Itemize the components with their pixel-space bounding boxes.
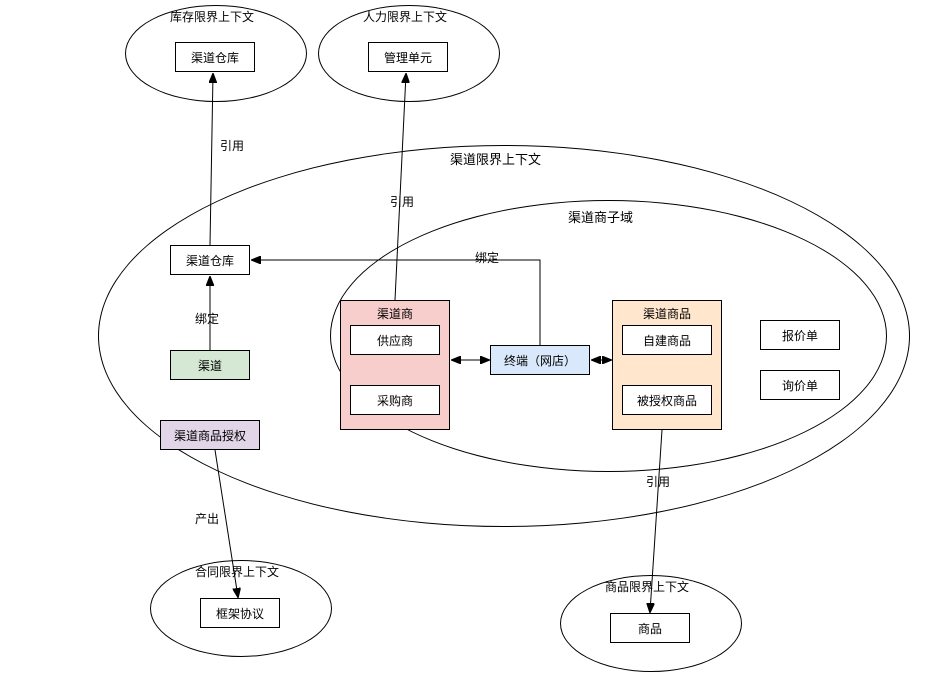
inventory-context-label: 库存限界上下文 [170, 8, 254, 25]
subdomain-label: 渠道商子域 [568, 207, 633, 226]
product-node: 商品 [610, 613, 690, 643]
dealer-group-label: 渠道商 [377, 305, 413, 322]
edge-label-ref2: 引用 [390, 193, 414, 210]
auth-goods-node: 被授权商品 [622, 385, 712, 415]
channel-warehouse-node: 渠道仓库 [170, 245, 250, 275]
buyer-node: 采购商 [350, 385, 440, 415]
self-goods-node: 自建商品 [622, 325, 712, 355]
channel-goods-auth-node: 渠道商品授权 [160, 420, 260, 450]
edge-label-ref1: 引用 [220, 137, 244, 154]
goods-group-label: 渠道商品 [643, 305, 691, 322]
channel-node: 渠道 [170, 350, 250, 380]
inquiry-node: 询价单 [760, 370, 840, 400]
edge-label-bind2: 绑定 [475, 249, 499, 266]
terminal-node: 终端（网店） [490, 345, 590, 375]
hr-context-label: 人力限界上下文 [363, 8, 447, 25]
inv-warehouse-node: 渠道仓库 [175, 42, 255, 72]
framework-node: 框架协议 [200, 598, 280, 628]
edge-label-bind1: 绑定 [195, 310, 219, 327]
goods-context-label: 商品限界上下文 [605, 578, 689, 595]
mgmt-unit-node: 管理单元 [368, 42, 448, 72]
quote-node: 报价单 [760, 320, 840, 350]
channel-context-label: 渠道限界上下文 [450, 149, 541, 168]
edge-label-out: 产出 [195, 510, 219, 527]
contract-context-label: 合同限界上下文 [195, 563, 279, 580]
edge-label-ref3: 引用 [646, 473, 670, 490]
supplier-node: 供应商 [350, 325, 440, 355]
